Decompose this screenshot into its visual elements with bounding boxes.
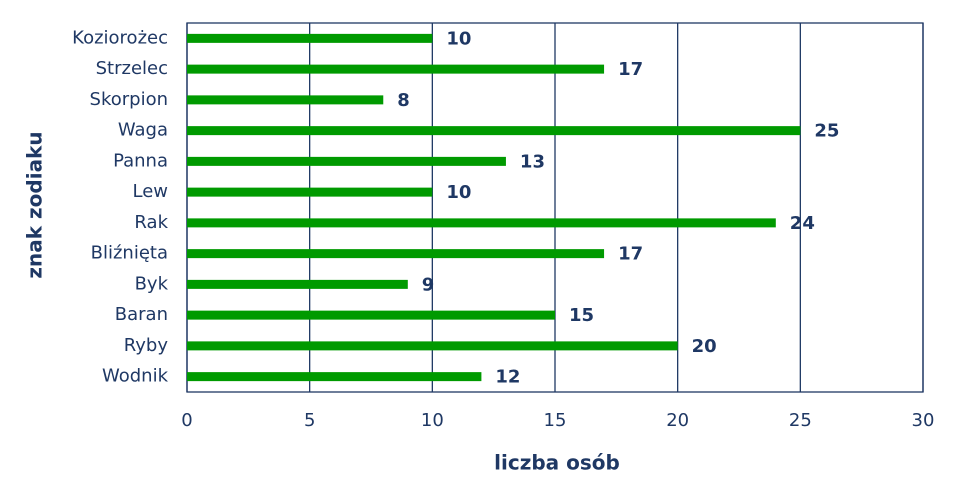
value-label: 17 — [618, 244, 643, 265]
value-label: 15 — [569, 305, 594, 326]
x-tick-label: 15 — [544, 410, 567, 431]
value-label: 24 — [790, 213, 815, 234]
bar — [187, 310, 555, 320]
x-tick-label: 0 — [181, 410, 192, 431]
bar — [187, 156, 506, 166]
y-axis-title: znak zodiaku — [23, 131, 47, 278]
y-tick-label: Waga — [118, 120, 168, 141]
y-tick-label: Strzelec — [96, 58, 168, 79]
bar — [187, 372, 482, 382]
bar — [187, 218, 776, 228]
value-label: 10 — [446, 182, 471, 203]
y-tick-label: Ryby — [124, 335, 169, 356]
x-tick-label: 10 — [421, 410, 444, 431]
y-tick-label: Baran — [115, 304, 168, 325]
value-label: 10 — [446, 28, 471, 49]
y-tick-label: Wodnik — [102, 366, 169, 387]
y-tick-label: Byk — [135, 273, 169, 294]
bar — [187, 187, 433, 197]
value-label: 12 — [495, 367, 520, 388]
bar — [187, 249, 605, 259]
x-tick-label: 25 — [789, 410, 812, 431]
value-label: 9 — [422, 274, 435, 295]
value-label: 13 — [520, 151, 545, 172]
bar — [187, 126, 801, 136]
value-label: 17 — [618, 59, 643, 80]
value-label: 8 — [397, 90, 410, 111]
value-label: 20 — [692, 336, 717, 357]
y-tick-label: Rak — [134, 212, 168, 233]
x-tick-label: 5 — [304, 410, 315, 431]
x-tick-label: 30 — [912, 410, 935, 431]
bar — [187, 279, 408, 289]
x-tick-label: 20 — [666, 410, 689, 431]
y-tick-label: Skorpion — [90, 89, 168, 110]
x-axis-title: liczba osób — [494, 451, 620, 475]
bar — [187, 64, 605, 74]
bar — [187, 341, 678, 351]
y-tick-label: Bliźnięta — [91, 243, 168, 264]
y-tick-label: Panna — [113, 150, 168, 171]
bar — [187, 33, 433, 43]
y-tick-label: Koziorożec — [72, 27, 168, 48]
value-label: 25 — [814, 121, 839, 142]
y-tick-label: Lew — [132, 181, 168, 202]
bar — [187, 95, 384, 105]
